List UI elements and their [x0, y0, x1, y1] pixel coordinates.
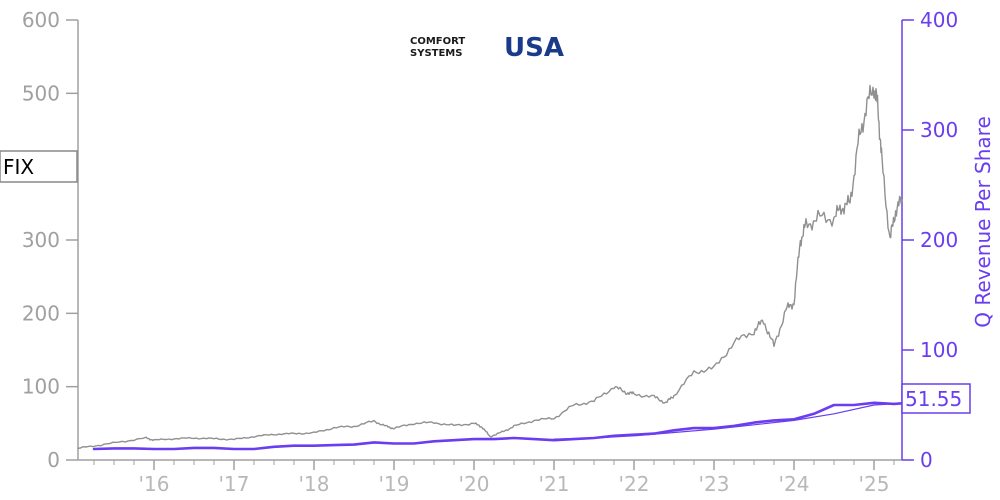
- logo-word-1: COMFORT: [410, 36, 465, 47]
- x-tick-label: '17: [219, 472, 250, 496]
- x-axis-ticks: '16 '17 '18 '19 '20 '21 '22 '23 '24 '25: [93, 460, 895, 496]
- x-tick-label: '23: [699, 472, 730, 496]
- x-tick-label: '16: [139, 472, 170, 496]
- logo-word-2: SYSTEMS: [410, 48, 462, 59]
- price-series-line: [77, 84, 903, 449]
- right-tick-label: 200: [920, 228, 958, 252]
- right-tick-label: 300: [920, 118, 958, 142]
- left-axis-ticks: 0 100 200 300 500 600: [22, 8, 78, 472]
- right-tick-label: 400: [920, 8, 958, 32]
- x-tick-label: '24: [779, 472, 810, 496]
- x-tick-label: '22: [619, 472, 650, 496]
- revenue-trend-line: [553, 402, 903, 440]
- last-value-frame: [901, 383, 971, 414]
- right-tick-label: 0: [920, 448, 933, 472]
- revenue-series-line: [92, 401, 904, 451]
- x-tick-label: '21: [539, 472, 570, 496]
- right-tick-label: 100: [920, 338, 958, 362]
- x-tick-label: '18: [299, 472, 330, 496]
- ticker-box: [0, 150, 78, 183]
- last-value-box: 51.55: [901, 383, 971, 414]
- series-group: [77, 84, 904, 451]
- left-tick-label: 600: [22, 8, 60, 32]
- right-axis-ticks: 0 100 200 300 400: [902, 8, 958, 472]
- x-tick-label: '19: [379, 472, 410, 496]
- x-tick-label: '25: [859, 472, 890, 496]
- right-axis-title: Q Revenue Per Share: [971, 116, 995, 328]
- chart-logo: COMFORT SYSTEMS USA: [410, 33, 564, 63]
- x-tick-label: '20: [459, 472, 490, 496]
- ticker-label-box: FIX: [0, 150, 78, 183]
- left-tick-label: 500: [22, 81, 60, 105]
- last-value-label: 51.55: [905, 387, 962, 411]
- left-tick-label: 300: [22, 228, 60, 252]
- left-tick-label: 200: [22, 301, 60, 325]
- logo-word-3: USA: [504, 33, 564, 63]
- left-tick-label: 100: [22, 375, 60, 399]
- ticker-label: FIX: [3, 155, 34, 179]
- left-tick-label: 0: [47, 448, 60, 472]
